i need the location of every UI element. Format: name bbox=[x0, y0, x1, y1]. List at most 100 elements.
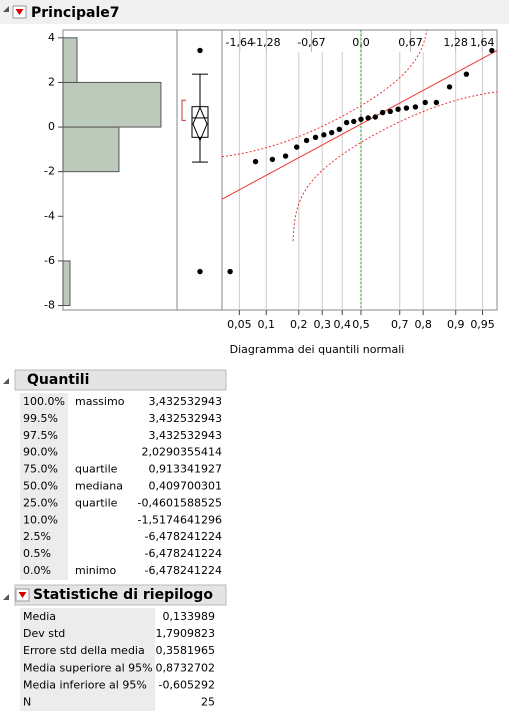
y-tick-label: -2 bbox=[44, 165, 55, 178]
quantile-label: quartile bbox=[75, 496, 118, 509]
histogram-bar bbox=[62, 37, 78, 83]
quantile-percent: 100.0% bbox=[23, 395, 65, 408]
qq-point bbox=[329, 129, 335, 136]
quantile-value: -6,478241224 bbox=[145, 530, 222, 543]
qq-point bbox=[372, 114, 379, 120]
title-bar bbox=[0, 0, 509, 24]
qq-point bbox=[303, 137, 310, 144]
y-tick-label: 4 bbox=[48, 31, 55, 44]
quantile-percent: 0.0% bbox=[23, 564, 51, 577]
quantile-percent: 75.0% bbox=[23, 463, 58, 476]
top-tick-label: -1,28 bbox=[252, 36, 280, 49]
histogram-bar bbox=[62, 81, 162, 128]
x-tick-label: 0,7 bbox=[391, 318, 409, 331]
quantile-percent: 25.0% bbox=[23, 496, 58, 509]
x-tick-label: 0,1 bbox=[257, 318, 275, 331]
x-tick-label: 0,95 bbox=[470, 318, 495, 331]
qq-point bbox=[351, 118, 357, 125]
quantile-percent: 50.0% bbox=[23, 480, 58, 493]
summary-value: -0,605292 bbox=[159, 678, 215, 691]
outlier bbox=[197, 268, 203, 275]
qq-point bbox=[252, 158, 259, 165]
x-tick-label: 0,4 bbox=[333, 318, 351, 331]
quantile-percent: 2.5% bbox=[23, 530, 51, 543]
x-tick-label: 0,8 bbox=[414, 318, 432, 331]
summary-value: 25 bbox=[201, 696, 215, 709]
x-tick-label: 0,5 bbox=[352, 318, 370, 331]
x-tick-label: 0,3 bbox=[313, 318, 331, 331]
confidence-band bbox=[292, 91, 498, 242]
qq-point bbox=[379, 109, 386, 116]
plot-frame bbox=[62, 29, 498, 311]
quantile-value: 3,432532943 bbox=[149, 429, 222, 442]
x-tick-label: 0,9 bbox=[447, 318, 465, 331]
quantile-value: 3,432532943 bbox=[149, 412, 222, 425]
disclosure-icon[interactable] bbox=[3, 6, 9, 12]
quantile-percent: 0.5% bbox=[23, 547, 51, 560]
qq-point bbox=[463, 71, 470, 77]
disclosure-icon[interactable] bbox=[3, 378, 9, 384]
qq-point bbox=[321, 132, 327, 138]
summary-label: Media bbox=[23, 610, 56, 623]
top-tick-label: -0,67 bbox=[297, 36, 325, 49]
section-header bbox=[14, 369, 227, 391]
histogram-bar bbox=[62, 260, 71, 307]
section-title: Quantili bbox=[27, 372, 89, 388]
label-column bbox=[20, 608, 155, 711]
shortest-half bbox=[181, 99, 186, 121]
confidence-band bbox=[221, 29, 428, 158]
section-title: Statistiche di riepilogo bbox=[33, 587, 213, 603]
summary-label: Media inferiore al 95% bbox=[23, 678, 147, 691]
qq-point bbox=[433, 99, 440, 106]
summary-label: Dev std bbox=[23, 627, 65, 640]
quantile-value: -0,4601588525 bbox=[138, 496, 222, 509]
quantile-value: -6,478241224 bbox=[145, 564, 222, 577]
qq-point bbox=[489, 47, 495, 54]
qq-point bbox=[387, 108, 393, 115]
summary-label: N bbox=[23, 696, 31, 709]
reference-line bbox=[221, 50, 498, 200]
quantile-percent: 90.0% bbox=[23, 446, 58, 459]
quantile-value: 2,0290355414 bbox=[142, 446, 222, 459]
quantile-label: massimo bbox=[75, 395, 125, 408]
top-tick-label: -1,64 bbox=[226, 36, 254, 49]
y-tick-label: -6 bbox=[44, 254, 55, 267]
quantile-value: -1,5174641296 bbox=[138, 513, 222, 526]
histogram-bar bbox=[62, 126, 120, 173]
qq-point bbox=[358, 116, 364, 122]
y-tick-label: -4 bbox=[44, 209, 55, 222]
mean-diamond bbox=[192, 106, 208, 142]
summary-label: Media superiore al 95% bbox=[23, 661, 153, 674]
x-axis-title: Diagramma dei quantili normali bbox=[230, 343, 405, 356]
y-tick-label: -8 bbox=[44, 299, 55, 312]
outlier bbox=[197, 47, 203, 54]
qq-point bbox=[395, 106, 401, 112]
top-tick-label: 1,28 bbox=[443, 36, 468, 49]
red-triangle-menu[interactable] bbox=[12, 5, 27, 19]
disclosure-icon[interactable] bbox=[3, 594, 9, 600]
qq-point bbox=[227, 268, 233, 275]
summary-value: 0,8732702 bbox=[156, 661, 216, 674]
x-tick-label: 0,05 bbox=[227, 318, 252, 331]
qq-point bbox=[343, 119, 350, 126]
quantile-value: 3,432532943 bbox=[149, 395, 222, 408]
section-header bbox=[14, 584, 227, 606]
y-tick-label: 0 bbox=[48, 120, 55, 133]
top-tick-label: 1,64 bbox=[470, 36, 495, 49]
qq-point bbox=[412, 104, 419, 110]
summary-value: 1,7909823 bbox=[156, 627, 216, 640]
summary-label: Errore std della media bbox=[23, 644, 145, 657]
report-title: Principale7 bbox=[31, 5, 120, 21]
summary-value: 0,3581965 bbox=[156, 644, 216, 657]
qq-point bbox=[422, 99, 428, 106]
qq-point bbox=[312, 134, 319, 141]
qq-point bbox=[269, 156, 276, 163]
quantile-value: -6,478241224 bbox=[145, 547, 222, 560]
top-tick-label: 0,67 bbox=[398, 36, 423, 49]
y-tick-label: 2 bbox=[48, 75, 55, 88]
quantile-label: mediana bbox=[75, 480, 123, 493]
quantile-percent: 99.5% bbox=[23, 412, 58, 425]
quantile-percent: 97.5% bbox=[23, 429, 58, 442]
red-triangle-menu[interactable] bbox=[15, 588, 30, 602]
